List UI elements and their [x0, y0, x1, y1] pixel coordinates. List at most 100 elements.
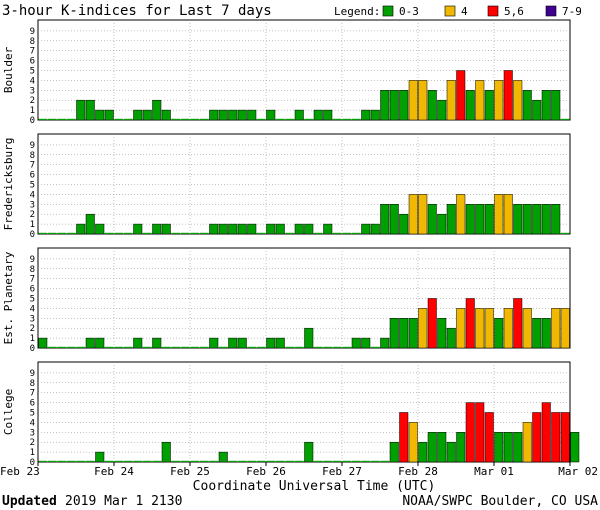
updated-value: 2019 Mar 1 2130: [65, 494, 182, 509]
k-index-bar: [532, 412, 542, 463]
k-index-bar: [76, 223, 86, 235]
k-index-bar: [57, 346, 66, 348]
k-index-bar: [124, 346, 133, 348]
k-index-bar: [285, 460, 294, 462]
k-index-bar: [190, 460, 199, 462]
k-index-bar: [342, 460, 351, 462]
k-index-bar: [380, 337, 390, 349]
legend-item-label: 4: [461, 5, 468, 18]
k-index-bar: [285, 232, 294, 234]
k-index-bar: [76, 346, 85, 348]
k-index-bar: [57, 118, 66, 120]
k-index-bar: [181, 346, 190, 348]
k-index-bar: [85, 99, 95, 121]
k-index-bar: [418, 80, 428, 121]
k-index-bar: [143, 346, 152, 348]
k-index-bar: [143, 232, 152, 234]
y-tick-label: 1: [30, 220, 35, 230]
k-index-bar: [513, 298, 523, 349]
k-index-bar: [161, 109, 171, 121]
k-index-bar: [95, 109, 105, 121]
k-index-bar: [228, 223, 238, 235]
k-index-bar: [484, 204, 494, 235]
k-index-bar: [114, 346, 123, 348]
k-index-bar: [181, 118, 190, 120]
k-index-bar: [133, 109, 143, 121]
k-index-bar: [237, 223, 247, 235]
k-index-bar: [342, 232, 351, 234]
k-index-bar: [427, 90, 437, 121]
k-index-bar: [124, 232, 133, 234]
y-tick-label: 9: [30, 255, 35, 265]
legend-swatch: [545, 5, 557, 17]
y-tick-label: 7: [30, 389, 35, 399]
k-index-bar: [152, 337, 162, 349]
k-index-bar: [352, 232, 361, 234]
k-index-bar: [456, 432, 466, 463]
k-index-bar: [503, 432, 513, 463]
k-index-bar: [408, 318, 418, 349]
k-index-bar: [181, 460, 190, 462]
y-tick-label: 0: [30, 230, 35, 240]
k-index-bar: [484, 412, 494, 463]
y-tick-label: 7: [30, 161, 35, 171]
k-index-bar: [323, 460, 332, 462]
k-index-bar: [342, 346, 351, 348]
y-tick-label: 4: [30, 304, 35, 314]
series-label: Est. Planetary: [2, 251, 15, 344]
k-index-bar: [456, 308, 466, 349]
y-tick-label: 8: [30, 379, 35, 389]
y-tick-label: 6: [30, 399, 35, 409]
k-index-bar: [503, 194, 513, 235]
y-tick-label: 6: [30, 57, 35, 67]
k-index-bar: [57, 460, 66, 462]
x-tick-label: Mar 01: [474, 465, 514, 478]
k-index-bar: [86, 460, 95, 462]
k-index-bar: [275, 337, 285, 349]
k-index-bar: [209, 223, 219, 235]
y-tick-label: 3: [30, 314, 35, 324]
k-index-bar: [522, 308, 532, 349]
k-index-bar: [323, 109, 333, 121]
k-index-bar: [541, 90, 551, 121]
k-index-bar: [418, 194, 428, 235]
k-index-bar: [389, 90, 399, 121]
k-index-bar: [408, 80, 418, 121]
x-tick-label: Feb 23: [0, 465, 40, 478]
credit-text: NOAA/SWPC Boulder, CO USA: [402, 494, 598, 509]
k-index-bar: [257, 232, 266, 234]
x-tick-label: Feb 24: [94, 465, 134, 478]
k-index-bar: [104, 109, 114, 121]
y-tick-label: 1: [30, 448, 35, 458]
k-index-bar: [560, 412, 570, 463]
k-index-bar: [361, 460, 370, 462]
k-index-bar: [418, 308, 428, 349]
k-index-bar: [314, 460, 323, 462]
k-index-bar: [418, 441, 428, 463]
k-index-bar: [323, 223, 333, 235]
k-index-bar: [408, 194, 418, 235]
x-tick-label: Mar 02: [558, 465, 598, 478]
k-index-bar: [295, 460, 304, 462]
k-index-bar: [161, 223, 171, 235]
k-index-bar: [57, 232, 66, 234]
k-index-bar: [380, 90, 390, 121]
k-index-bar: [304, 441, 314, 463]
k-index-bar: [247, 460, 256, 462]
k-index-bar: [314, 232, 323, 234]
k-index-bar: [181, 232, 190, 234]
k-index-bar: [399, 318, 409, 349]
k-index-bar: [389, 318, 399, 349]
y-tick-label: 4: [30, 76, 35, 86]
k-index-bar: [38, 460, 47, 462]
k-index-bar: [465, 204, 475, 235]
k-index-bar: [522, 90, 532, 121]
k-index-bar: [503, 70, 513, 121]
k-index-bar: [275, 223, 285, 235]
k-index-bar: [152, 460, 161, 462]
k-index-bar: [427, 298, 437, 349]
